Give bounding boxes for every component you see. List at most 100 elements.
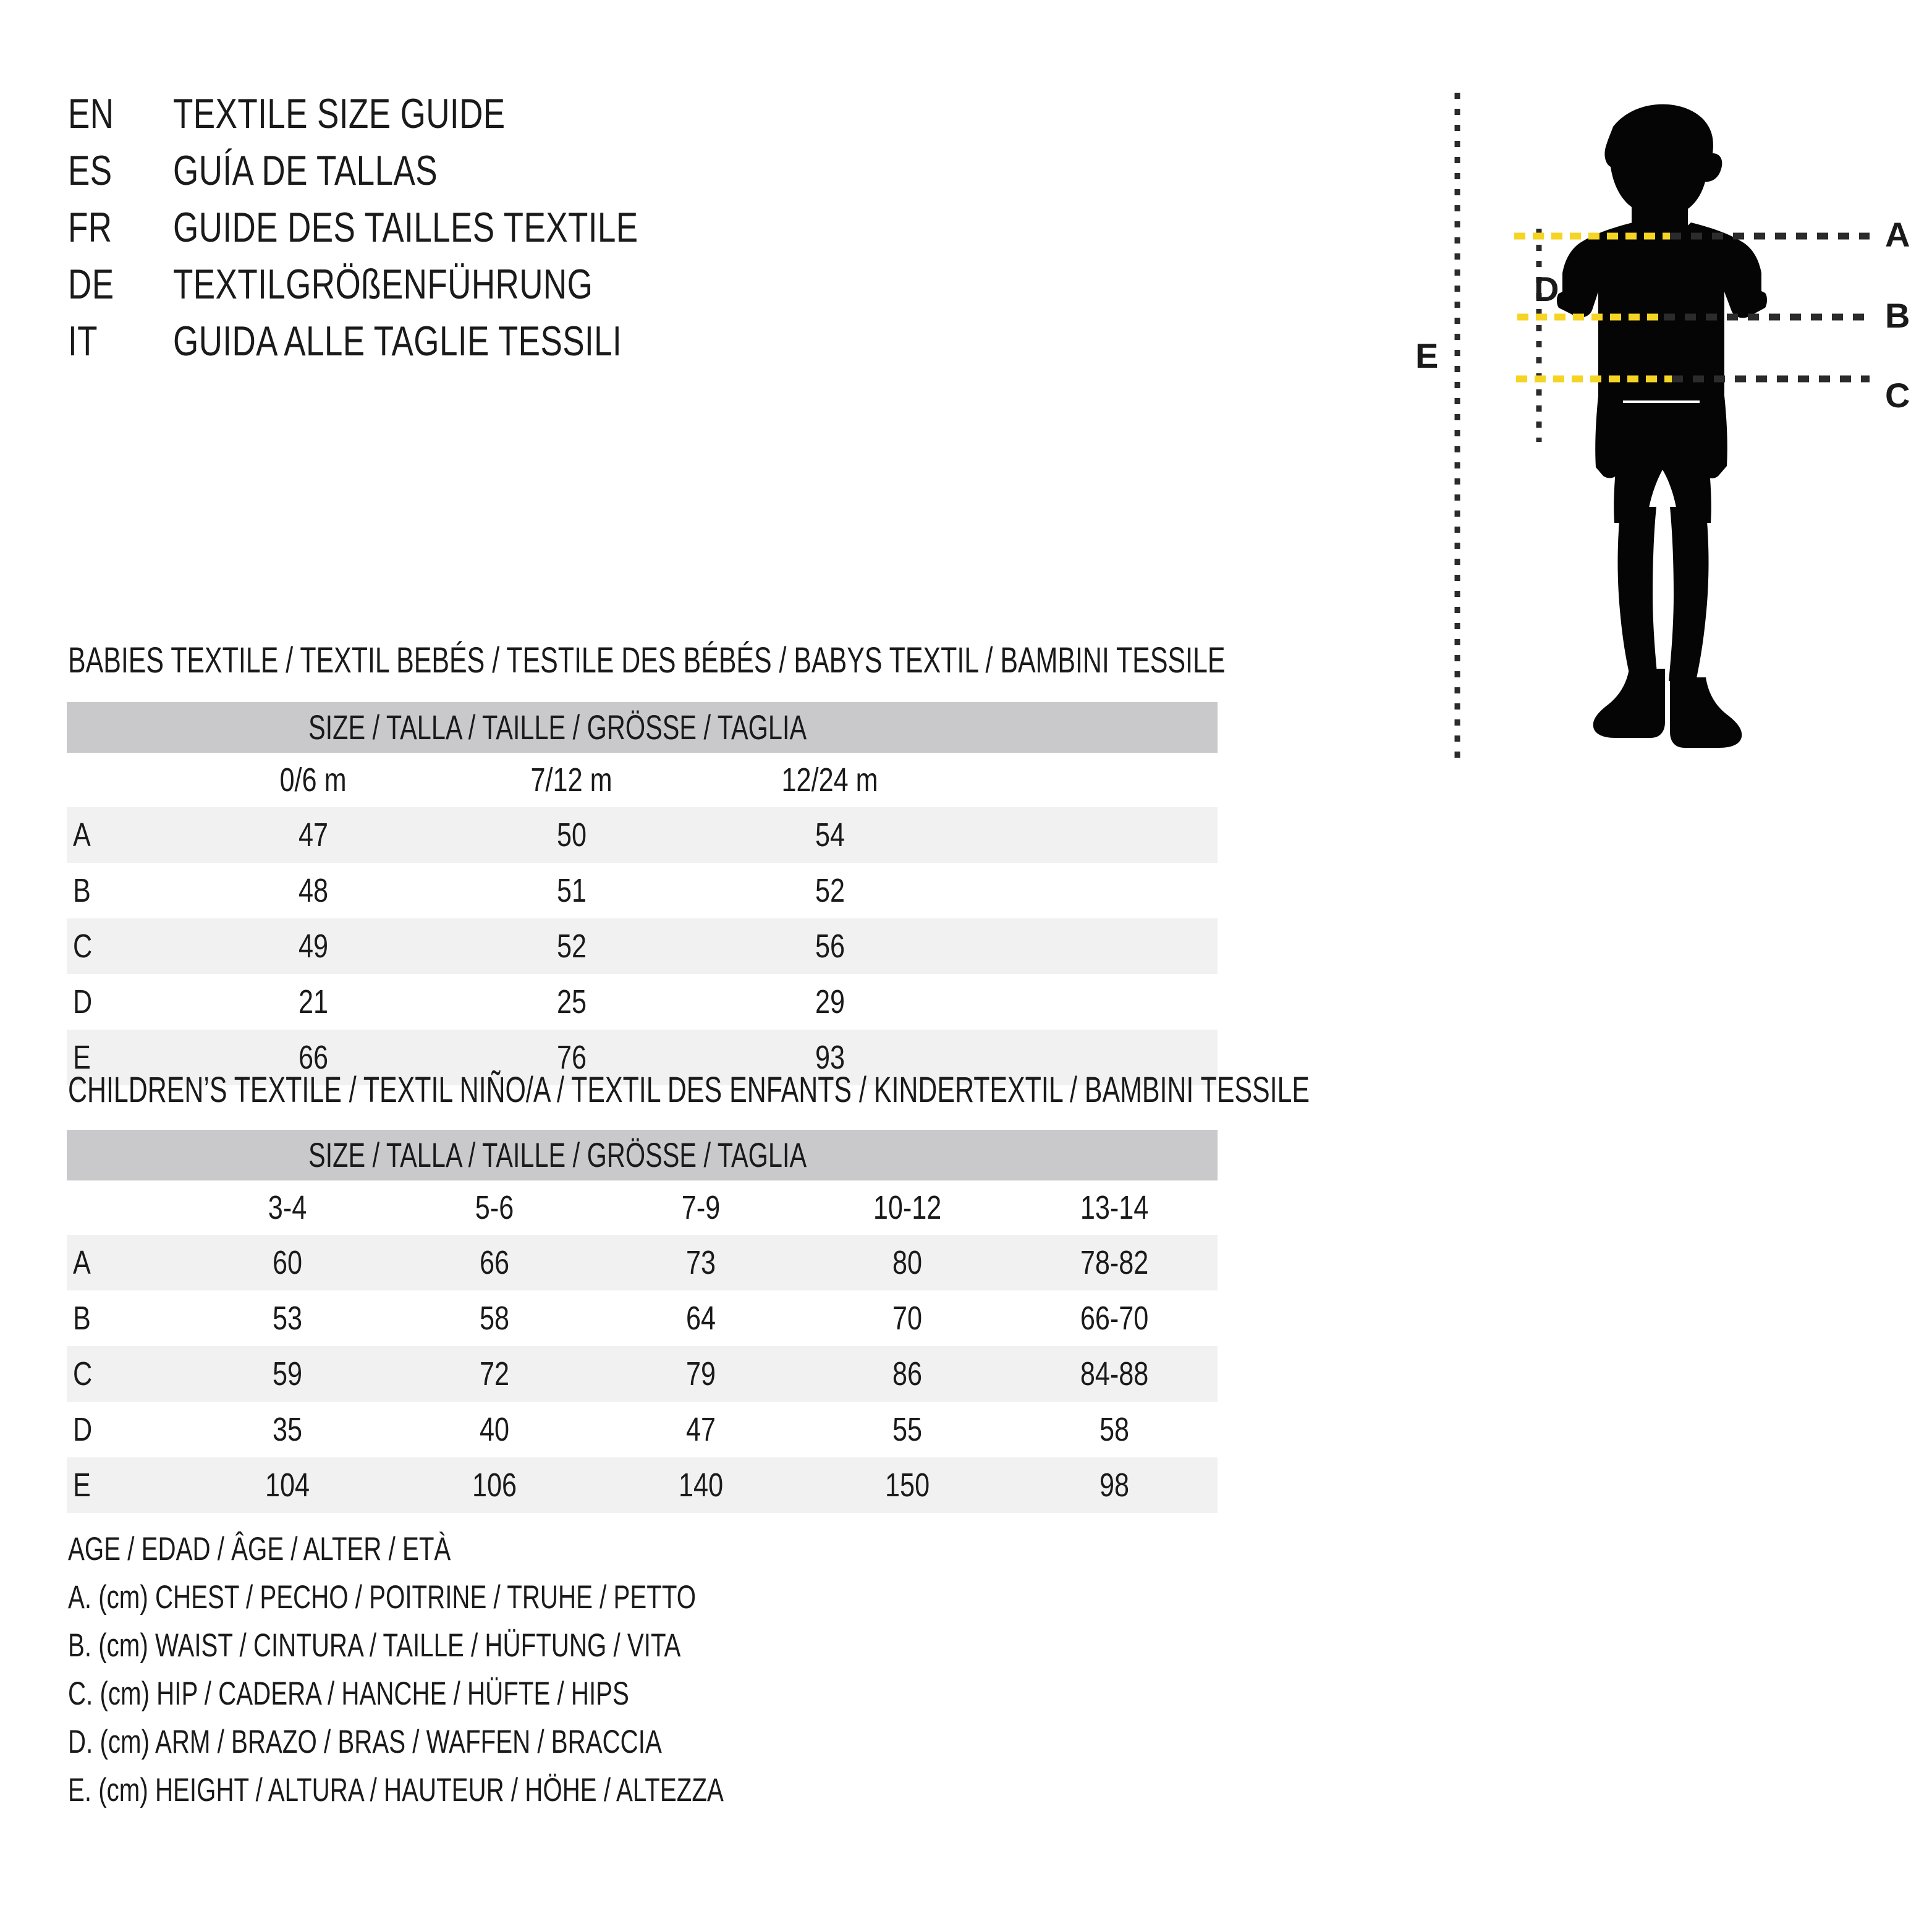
language-row-es: ES GUÍA DE TALLAS [68, 150, 933, 206]
table-row: D 21 25 29 [67, 974, 1218, 1030]
babies-table-header-cell: SIZE / TALLA / TAILLE / GRÖSSE / TAGLIA [67, 702, 1218, 753]
language-header-block: EN TEXTILE SIZE GUIDE ES GUÍA DE TALLAS … [68, 93, 933, 377]
silhouette-diagram-svg [1454, 93, 1870, 760]
legend-item-a: A. (cm) CHEST / PECHO / POITRINE / TRUHE… [68, 1579, 697, 1616]
child-silhouette-icon [1557, 104, 1767, 748]
children-cell-c-3: 86 [804, 1346, 1011, 1402]
children-row-label-e: E [67, 1457, 184, 1513]
language-title-fr: GUIDE DES TAILLES TEXTILE [173, 204, 638, 251]
language-code-de: DE [68, 261, 114, 308]
babies-cell-c-2: 56 [701, 918, 959, 974]
children-cell-d-1: 40 [391, 1402, 598, 1457]
children-cell-a-0: 60 [184, 1235, 391, 1290]
babies-row-label-e: E [67, 1030, 184, 1085]
babies-cell-e-0: 66 [184, 1030, 443, 1085]
children-cell-d-4: 58 [1010, 1402, 1218, 1457]
babies-cell-d-0: 21 [184, 974, 443, 1030]
babies-cell-b-0: 48 [184, 863, 443, 918]
language-title-it: GUIDA ALLE TAGLIE TESSILI [173, 318, 622, 365]
table-row: A 60 66 73 80 78-82 [67, 1235, 1218, 1290]
table-row: A 47 50 54 [67, 807, 1218, 863]
table-row: C 49 52 56 [67, 918, 1218, 974]
language-title-de: TEXTILGRÖßENFÜHRUNG [173, 261, 593, 308]
figure-label-c: C [1885, 376, 1910, 415]
babies-table-header-row: SIZE / TALLA / TAILLE / GRÖSSE / TAGLIA [67, 702, 1218, 753]
babies-col-header-1: 7/12 m [443, 753, 701, 807]
children-section-title: CHILDREN’S TEXTILE / TEXTIL NIÑO/A / TEX… [68, 1070, 1310, 1110]
children-table-header-label: SIZE / TALLA / TAILLE / GRÖSSE / TAGLIA [308, 1135, 807, 1174]
babies-cell-a-2: 54 [701, 807, 959, 863]
children-cell-e-0: 104 [184, 1457, 391, 1513]
children-row-label-d: D [67, 1402, 184, 1457]
table-row: E 66 76 93 [67, 1030, 1218, 1085]
children-col-header-1: 5-6 [391, 1180, 598, 1235]
babies-cell-d-3 [959, 974, 1218, 1030]
babies-cell-a-1: 50 [443, 807, 701, 863]
babies-col-header-0: 0/6 m [184, 753, 443, 807]
children-size-table: SIZE / TALLA / TAILLE / GRÖSSE / TAGLIA … [67, 1130, 1218, 1513]
language-row-it: IT GUIDA ALLE TAGLIE TESSILI [68, 320, 933, 377]
children-cell-b-3: 70 [804, 1290, 1011, 1346]
children-cell-c-0: 59 [184, 1346, 391, 1402]
children-col-header-2: 7-9 [597, 1180, 805, 1235]
language-code-es: ES [68, 147, 112, 194]
babies-cell-c-3 [959, 918, 1218, 974]
babies-column-header-row: 0/6 m 7/12 m 12/24 m [67, 753, 1218, 807]
children-col-header-4: 13-14 [1010, 1180, 1218, 1235]
table-row: B 53 58 64 70 66-70 [67, 1290, 1218, 1346]
children-column-header-row: 3-4 5-6 7-9 10-12 13-14 [67, 1180, 1218, 1235]
figure-label-d: D [1534, 269, 1559, 308]
children-cell-e-2: 140 [597, 1457, 805, 1513]
children-cell-c-4: 84-88 [1010, 1346, 1218, 1402]
babies-cell-e-2: 93 [701, 1030, 959, 1085]
babies-corner-cell [67, 753, 184, 807]
table-row: B 48 51 52 [67, 863, 1218, 918]
children-row-label-c: C [67, 1346, 184, 1402]
language-title-en: TEXTILE SIZE GUIDE [173, 90, 506, 137]
legend-item-b: B. (cm) WAIST / CINTURA / TAILLE / HÜFTU… [68, 1627, 681, 1664]
babies-cell-b-1: 51 [443, 863, 701, 918]
children-row-label-a: A [67, 1235, 184, 1290]
figure-label-a: A [1885, 215, 1910, 254]
measurement-legend: AGE / EDAD / ÂGE / ALTER / ETÀ A. (cm) C… [68, 1533, 1180, 1822]
figure-label-e: E [1415, 336, 1439, 375]
children-table-header-row: SIZE / TALLA / TAILLE / GRÖSSE / TAGLIA [67, 1130, 1218, 1180]
table-row: D 35 40 47 55 58 [67, 1402, 1218, 1457]
language-code-fr: FR [68, 204, 112, 251]
language-row-de: DE TEXTILGRÖßENFÜHRUNG [68, 263, 933, 320]
children-cell-a-4: 78-82 [1010, 1235, 1218, 1290]
children-cell-a-3: 80 [804, 1235, 1011, 1290]
legend-item-d: D. (cm) ARM / BRAZO / BRAS / WAFFEN / BR… [68, 1724, 662, 1760]
babies-cell-a-3 [959, 807, 1218, 863]
children-cell-c-1: 72 [391, 1346, 598, 1402]
children-cell-d-2: 47 [597, 1402, 805, 1457]
children-cell-c-2: 79 [597, 1346, 805, 1402]
language-code-it: IT [68, 318, 98, 365]
children-row-label-b: B [67, 1290, 184, 1346]
babies-cell-d-1: 25 [443, 974, 701, 1030]
children-cell-b-0: 53 [184, 1290, 391, 1346]
language-title-es: GUÍA DE TALLAS [173, 147, 438, 194]
legend-item-e: E. (cm) HEIGHT / ALTURA / HAUTEUR / HÖHE… [68, 1772, 724, 1808]
figure-label-b: B [1885, 296, 1910, 335]
babies-col-header-empty [959, 753, 1218, 807]
children-cell-b-4: 66-70 [1010, 1290, 1218, 1346]
children-cell-a-1: 66 [391, 1235, 598, 1290]
language-code-en: EN [68, 90, 114, 137]
children-cell-d-3: 55 [804, 1402, 1011, 1457]
legend-title: AGE / EDAD / ÂGE / ALTER / ETÀ [68, 1531, 451, 1567]
table-row: C 59 72 79 86 84-88 [67, 1346, 1218, 1402]
children-corner-cell [67, 1180, 184, 1235]
babies-cell-b-2: 52 [701, 863, 959, 918]
babies-row-label-a: A [67, 807, 184, 863]
babies-cell-c-1: 52 [443, 918, 701, 974]
children-cell-a-2: 73 [597, 1235, 805, 1290]
children-cell-b-2: 64 [597, 1290, 805, 1346]
children-cell-e-1: 106 [391, 1457, 598, 1513]
babies-col-header-2: 12/24 m [701, 753, 959, 807]
babies-cell-a-0: 47 [184, 807, 443, 863]
babies-cell-e-3 [959, 1030, 1218, 1085]
language-row-en: EN TEXTILE SIZE GUIDE [68, 93, 933, 150]
language-row-fr: FR GUIDE DES TAILLES TEXTILE [68, 206, 933, 263]
children-cell-d-0: 35 [184, 1402, 391, 1457]
